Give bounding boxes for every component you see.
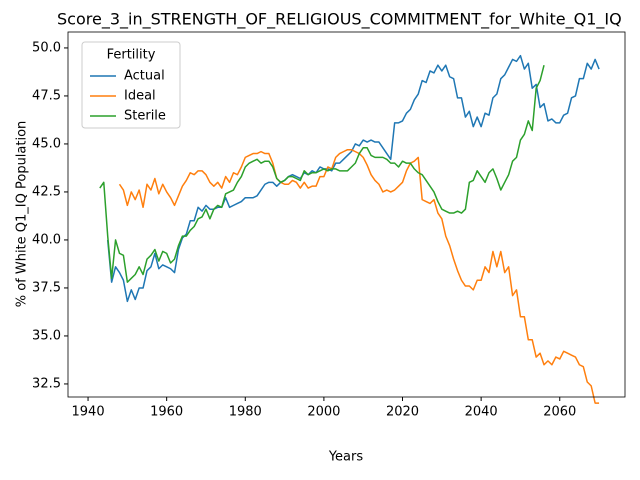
x-tick-label: 1960 [150, 405, 183, 420]
y-tick-label: 50.0 [32, 40, 61, 55]
x-tick-label: 2020 [386, 405, 419, 420]
y-tick-label: 42.5 [32, 184, 61, 199]
y-axis-label: % of White Q1_IQ Population [15, 121, 30, 308]
series-line [118, 148, 600, 404]
plot-frame [67, 31, 626, 398]
legend: Fertility Actual Ideal Sterile [81, 41, 181, 129]
legend-label: Sterile [124, 109, 166, 124]
y-tick-label: 45.0 [32, 136, 61, 151]
x-axis-label: Years [328, 450, 364, 465]
x-tick-label: 1940 [72, 405, 105, 420]
legend-label: Ideal [124, 89, 156, 104]
y-tick-label: 40.0 [32, 232, 61, 247]
y-tick-label: 35.0 [32, 328, 61, 343]
y-tick-label: 32.5 [32, 376, 61, 391]
legend-label: Actual [124, 69, 165, 84]
x-tick-label: 1980 [229, 405, 262, 420]
chart-title: Score_3_in_STRENGTH_OF_RELIGIOUS_COMMITM… [57, 10, 622, 30]
x-tick-label: 2000 [307, 405, 340, 420]
y-tick-label: 47.5 [32, 88, 61, 103]
legend-box [81, 41, 181, 129]
y-tick-label: 37.5 [32, 280, 61, 295]
series-line [106, 54, 600, 303]
legend-title: Fertility [107, 48, 156, 63]
x-tick-label: 2040 [465, 405, 498, 420]
x-tick-label: 2060 [543, 405, 576, 420]
series-line [99, 65, 545, 283]
